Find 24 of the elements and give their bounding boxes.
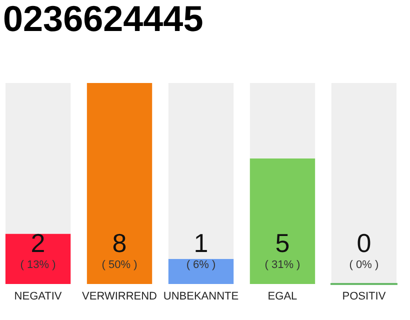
bar — [86, 83, 152, 284]
bar — [250, 83, 316, 158]
bar — [168, 258, 234, 284]
data-label: 8 — [112, 228, 127, 258]
annotation: ( 6% ) — [186, 259, 216, 271]
bar — [331, 83, 397, 284]
bar — [5, 83, 71, 234]
data-label: 1 — [194, 228, 208, 258]
bar — [168, 83, 234, 259]
bar — [250, 158, 316, 284]
x-tick-label: POSITIV — [342, 290, 386, 302]
data-label: 0 — [356, 228, 372, 258]
chart-title: 0236624445 — [3, 0, 204, 39]
bar — [5, 234, 71, 284]
x-tick-label: VERWIRREND — [82, 290, 158, 302]
annotation: ( 50% ) — [102, 259, 138, 271]
x-tick-label: NEGATIV — [14, 290, 62, 302]
annotation: ( 13% ) — [20, 259, 56, 271]
data-label: 5 — [275, 228, 290, 258]
x-tick-label: UNBEKANNTE — [163, 290, 239, 302]
data-label: 2 — [30, 228, 46, 258]
annotation: ( 0% ) — [349, 259, 379, 271]
annotation: ( 31% ) — [264, 259, 300, 271]
x-tick-label: EGAL — [268, 290, 298, 302]
